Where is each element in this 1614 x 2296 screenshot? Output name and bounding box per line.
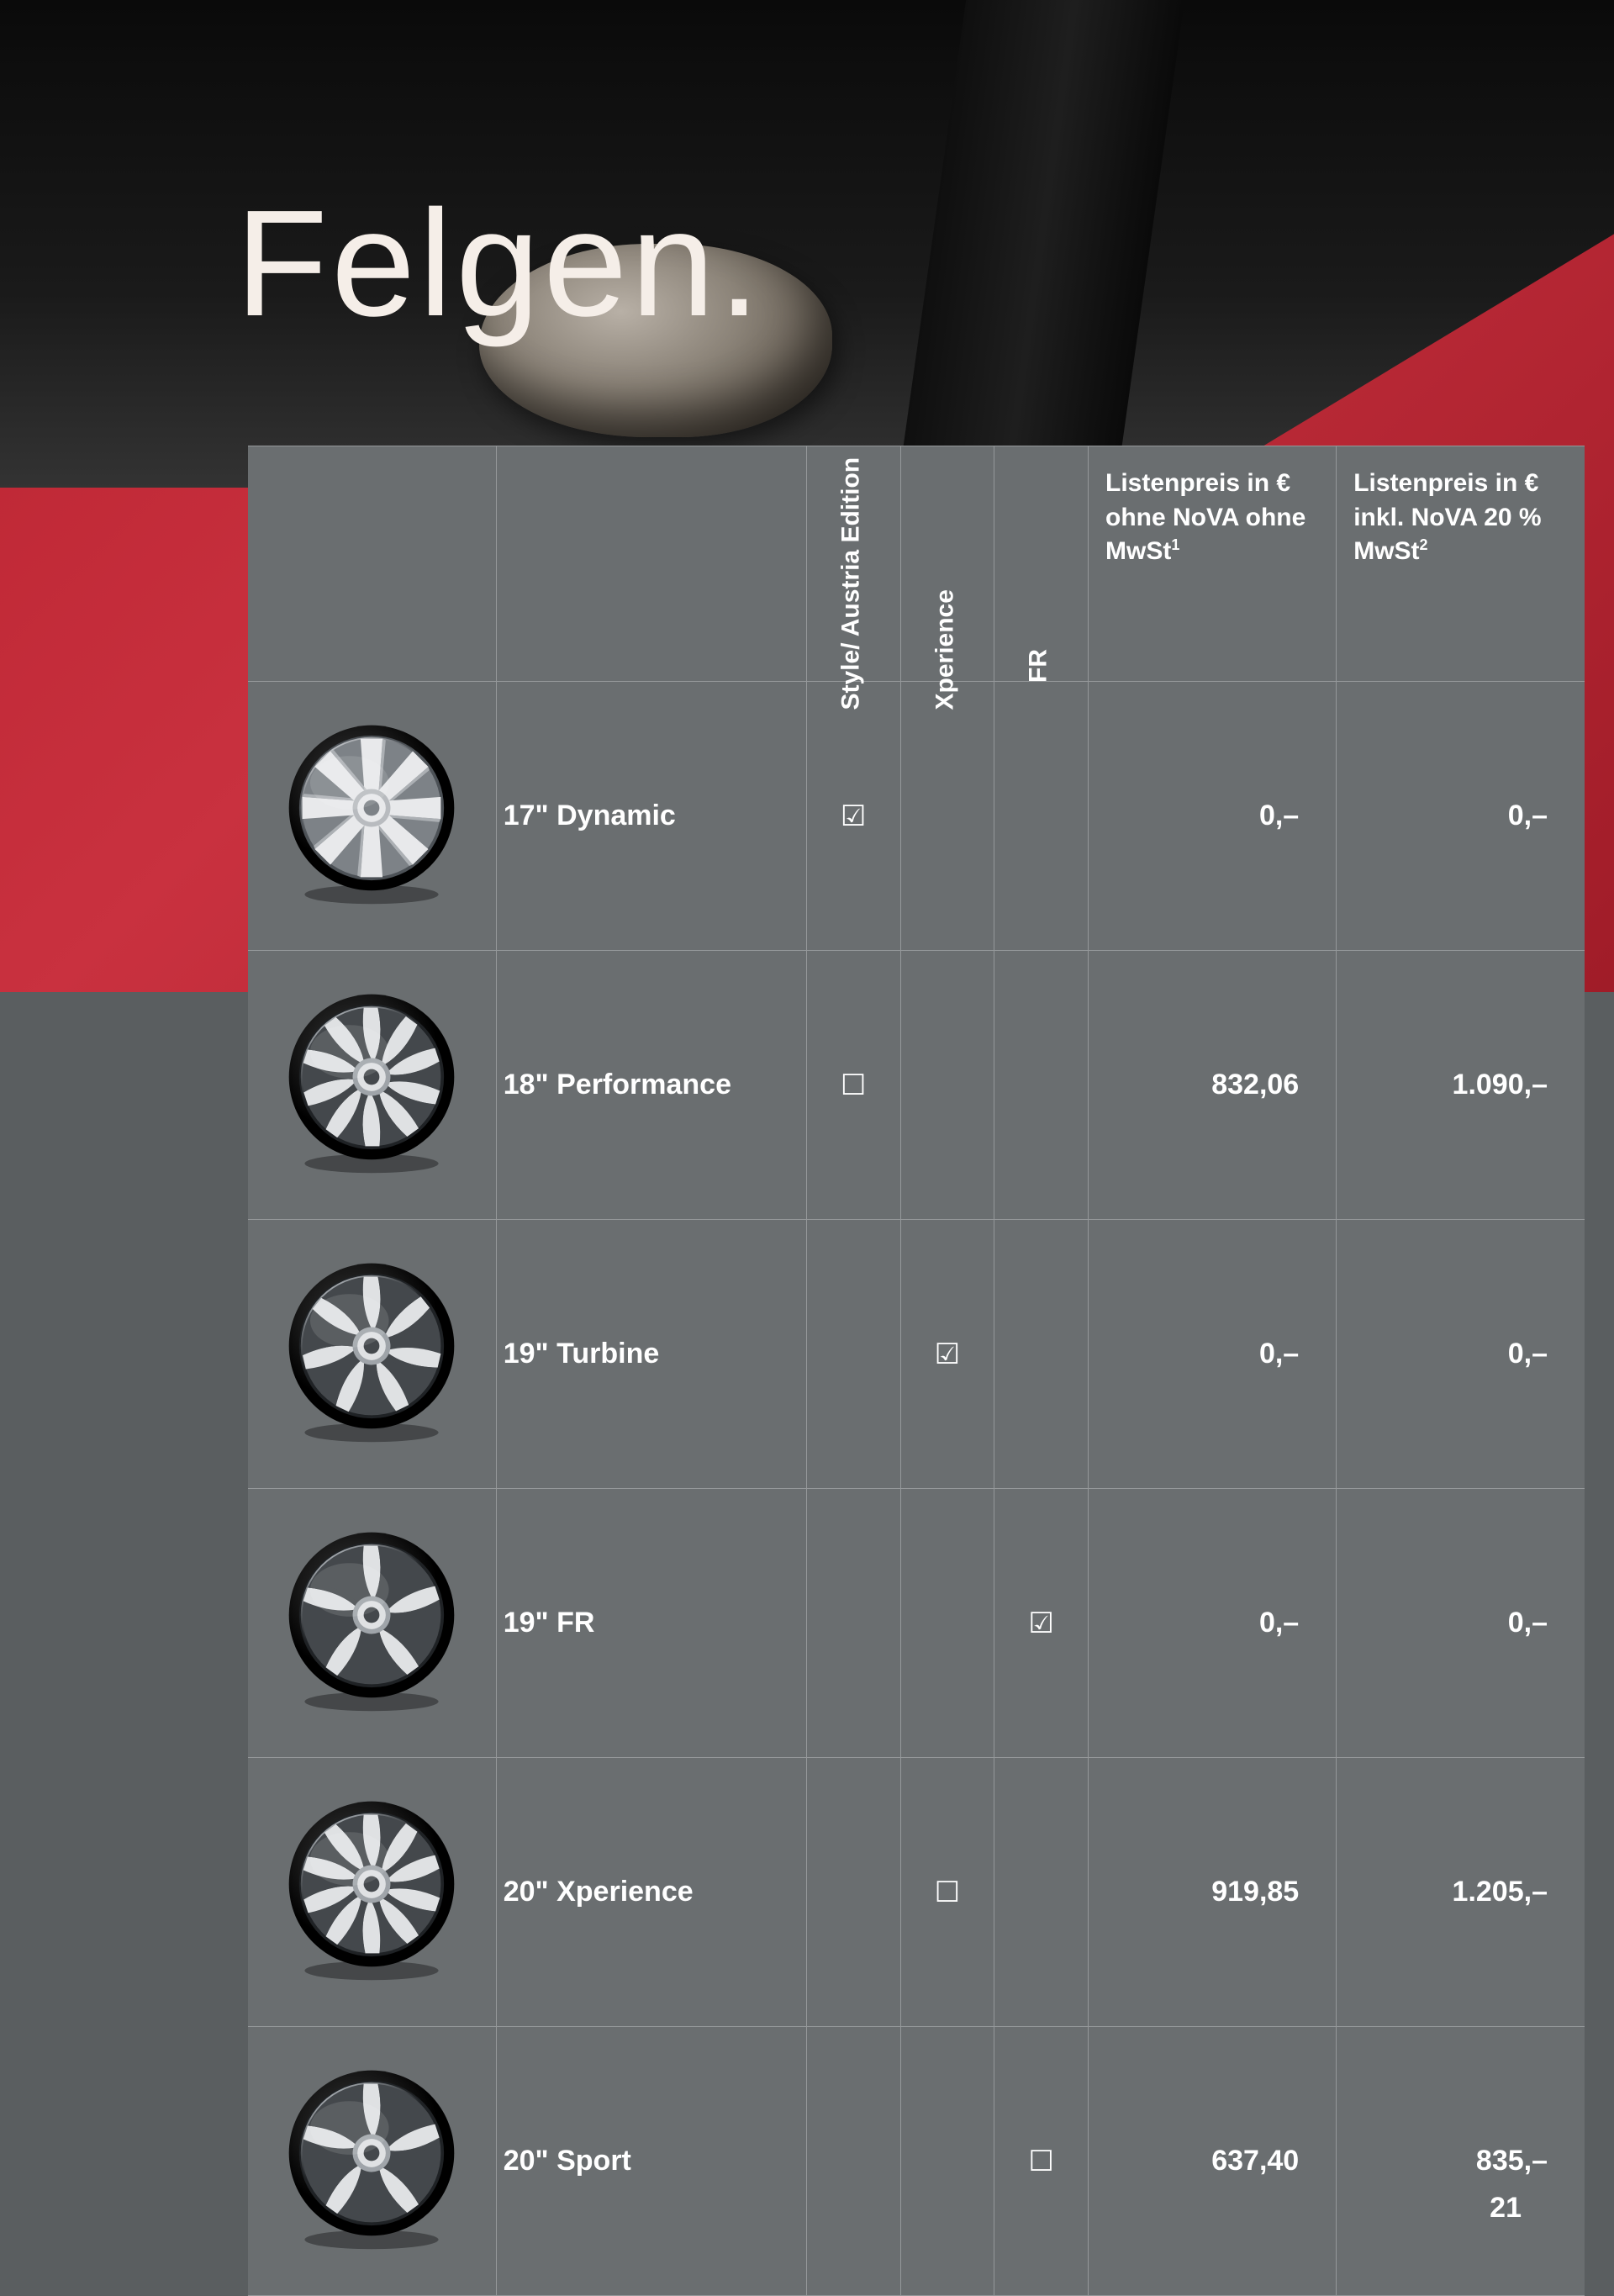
table-header-row: Style/ Austria Edition Xperience FR List…	[248, 446, 1585, 682]
trim-style-cell: ☐	[806, 951, 900, 1220]
price-gross: 0,–	[1337, 1220, 1585, 1489]
trim-style-cell	[806, 1489, 900, 1758]
col-header-trim-fr: FR	[994, 446, 1089, 682]
price-gross: 0,–	[1337, 1489, 1585, 1758]
trim-xperience-cell	[900, 1489, 994, 1758]
trim-xperience-cell: ☐	[900, 1758, 994, 2027]
wheel-name: 20" Sport	[496, 2027, 806, 2296]
trim-style-cell	[806, 2027, 900, 2296]
table-row: 20" Sport ☐ 637,40 835,–	[248, 2027, 1585, 2296]
page-number: 21	[1490, 2192, 1522, 2225]
col-header-image	[248, 446, 496, 682]
wheel-name: 17" Dynamic	[496, 682, 806, 951]
trim-xperience-cell	[900, 682, 994, 951]
trim-xperience-cell	[900, 951, 994, 1220]
wheel-image	[248, 1758, 496, 2027]
trim-fr-cell	[994, 1758, 1089, 2027]
col-header-price-gross: Listenpreis in € inkl. NoVA 20 % MwSt2	[1337, 446, 1585, 682]
wheel-image	[248, 2027, 496, 2296]
price-net: 637,40	[1089, 2027, 1337, 2296]
col-header-trim-style: Style/ Austria Edition	[806, 446, 900, 682]
trim-xperience-cell: ☑	[900, 1220, 994, 1489]
table-row: 20" Xperience ☐ 919,85 1.205,–	[248, 1758, 1585, 2027]
col-header-trim-xperience: Xperience	[900, 446, 994, 682]
wheel-name: 20" Xperience	[496, 1758, 806, 2027]
wheel-image	[248, 682, 496, 951]
price-net: 0,–	[1089, 682, 1337, 951]
wheel-name: 19" Turbine	[496, 1220, 806, 1489]
price-net: 919,85	[1089, 1758, 1337, 2027]
price-gross: 835,–	[1337, 2027, 1585, 2296]
price-gross: 1.090,–	[1337, 951, 1585, 1220]
col-header-name	[496, 446, 806, 682]
trim-style-cell	[806, 1220, 900, 1489]
trim-fr-cell: ☐	[994, 2027, 1089, 2296]
trim-fr-cell	[994, 682, 1089, 951]
table-row: 19" FR ☑ 0,– 0,–	[248, 1489, 1585, 1758]
wheel-image	[248, 951, 496, 1220]
price-net: 0,–	[1089, 1220, 1337, 1489]
trim-style-cell	[806, 1758, 900, 2027]
wheels-table: Style/ Austria Edition Xperience FR List…	[248, 446, 1585, 2296]
trim-style-cell: ☑	[806, 682, 900, 951]
table-row: 18" Performance ☐ 832,06 1.090,–	[248, 951, 1585, 1220]
price-gross: 0,–	[1337, 682, 1585, 951]
trim-fr-cell	[994, 951, 1089, 1220]
table-row: 19" Turbine ☑ 0,– 0,–	[248, 1220, 1585, 1489]
trim-xperience-cell	[900, 2027, 994, 2296]
col-header-price-net: Listenpreis in € ohne NoVA ohne MwSt1	[1089, 446, 1337, 682]
price-net: 832,06	[1089, 951, 1337, 1220]
price-net: 0,–	[1089, 1489, 1337, 1758]
wheel-image	[248, 1220, 496, 1489]
trim-fr-cell	[994, 1220, 1089, 1489]
trim-fr-cell: ☑	[994, 1489, 1089, 1758]
wheel-name: 18" Performance	[496, 951, 806, 1220]
wheel-name: 19" FR	[496, 1489, 806, 1758]
page-title: Felgen.	[235, 177, 763, 351]
price-gross: 1.205,–	[1337, 1758, 1585, 2027]
wheel-image	[248, 1489, 496, 1758]
table-row: 17" Dynamic ☑ 0,– 0,–	[248, 682, 1585, 951]
